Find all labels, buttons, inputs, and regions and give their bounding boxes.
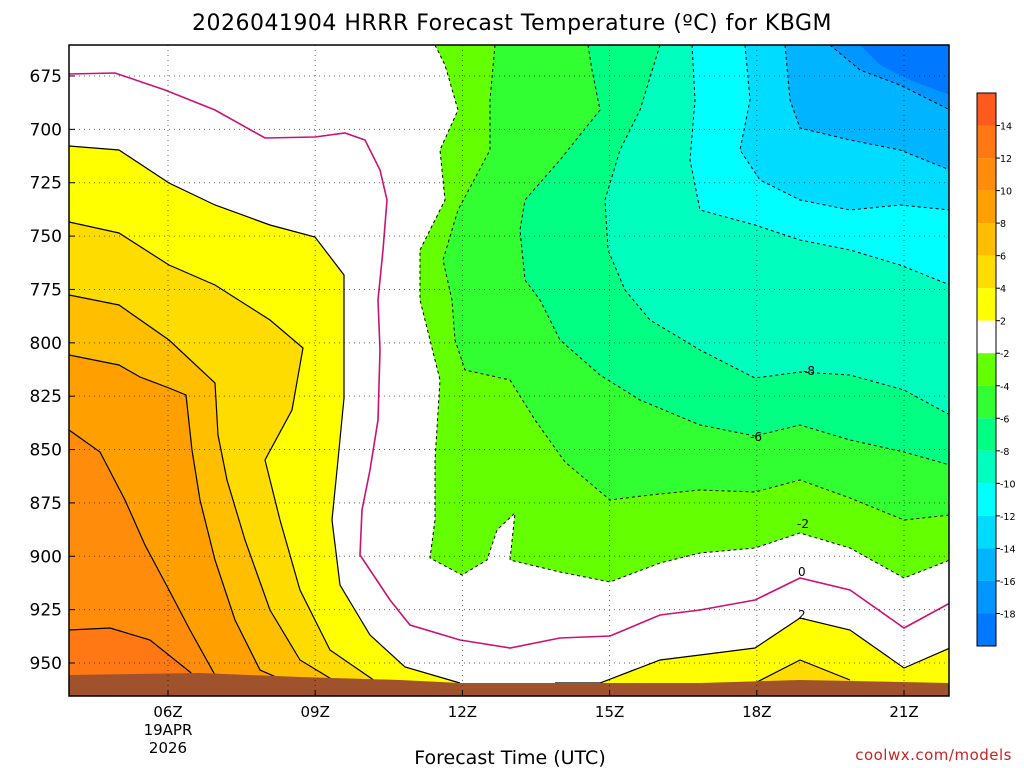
contour-label-neg2: -2 — [797, 517, 809, 531]
y-tick-label: 775 — [30, 280, 62, 300]
colorbar-bin — [977, 190, 996, 224]
colorbar-bin — [977, 613, 996, 646]
colorbar-label: -10 — [1000, 479, 1016, 490]
warm-contours — [69, 145, 949, 684]
colorbar-label: 4 — [1000, 284, 1006, 295]
colorbar-bin — [977, 450, 996, 484]
y-tick-label: 950 — [30, 654, 62, 674]
y-tick-label: 725 — [30, 174, 62, 194]
y-tick-label: 750 — [30, 227, 62, 247]
colorbar-bin — [977, 255, 996, 289]
colorbar-label: -18 — [1000, 609, 1016, 620]
x-tick-label: 21Z — [889, 703, 918, 721]
x-tick-label: 09Z — [301, 703, 330, 721]
colorbar-bin — [977, 353, 996, 386]
cold-band-18 — [860, 45, 949, 95]
colorbar-bin — [977, 483, 996, 516]
colorbar-bin — [977, 158, 996, 191]
warm-band-12 — [69, 628, 200, 683]
colorbar-bin — [977, 385, 996, 419]
colorbar-bin — [977, 320, 996, 354]
y-tick-label: 925 — [30, 601, 62, 621]
warm-band-lower-right — [555, 618, 949, 683]
x-tick-label: 15Z — [595, 703, 624, 721]
colorbar-bin — [977, 515, 996, 549]
y-tick-label: 850 — [30, 441, 62, 461]
colorbar-bin — [977, 418, 996, 451]
contour-label-neg8: -8 — [803, 364, 815, 378]
colorbar-bin — [977, 93, 996, 126]
temperature-field — [69, 45, 949, 696]
chart-title: 2026041904 HRRR Forecast Temperature (ºC… — [192, 11, 832, 36]
colorbar-label: -2 — [1000, 349, 1009, 360]
colorbar-bin — [977, 223, 996, 256]
cold-contours — [419, 45, 949, 583]
x-axis-label: Forecast Time (UTC) — [414, 747, 605, 768]
colorbar-label: -6 — [1000, 414, 1009, 425]
contour-label-2: 2 — [798, 608, 806, 622]
x-date-line-1: 19APR — [144, 721, 193, 739]
colorbar-label: -12 — [1000, 512, 1016, 523]
credit-text: coolwx.com/models — [855, 746, 1012, 764]
colorbar-label: -4 — [1000, 382, 1009, 393]
warm-band-10 — [69, 430, 215, 683]
colorbar-label: -14 — [1000, 544, 1016, 555]
colorbar-label: 12 — [1000, 154, 1012, 165]
contour-label-neg6: -6 — [750, 430, 762, 444]
plot-frame — [68, 44, 950, 697]
x-tick-label: 06Z — [153, 703, 182, 721]
y-tick-label: 700 — [30, 120, 62, 140]
colorbar-bin — [977, 125, 996, 159]
x-date-line-2: 2026 — [149, 739, 187, 757]
x-axis: 06Z 09Z 12Z 15Z 18Z 21Z — [153, 690, 919, 721]
x-tick-label: 12Z — [448, 703, 477, 721]
colorbar-label: 2 — [1000, 317, 1006, 328]
colorbar-label: -16 — [1000, 577, 1016, 588]
y-axis: 675 700 725 750 775 800 825 850 875 900 925 950 — [30, 67, 75, 674]
colorbar-frame — [976, 92, 997, 647]
colorbar-bin — [977, 288, 996, 321]
warm-band-lower-right-4 — [755, 660, 870, 683]
zero-isotherm — [69, 72, 949, 649]
ground-strip — [69, 673, 949, 696]
colorbar-label: 14 — [1000, 122, 1012, 133]
y-tick-label: 900 — [30, 547, 62, 567]
contour-label-0: 0 — [798, 565, 806, 579]
y-tick-label: 825 — [30, 387, 62, 407]
colorbar-label: 10 — [1000, 187, 1012, 198]
colorbar: 14 12 10 8 6 4 2 -2 -4 -6 -8 -10 -12 -14 -16 -18 — [976, 92, 1016, 647]
x-tick-label: 18Z — [742, 703, 771, 721]
colorbar-label: -8 — [1000, 447, 1009, 458]
y-tick-label: 675 — [30, 67, 62, 87]
colorbar-bin — [977, 548, 996, 581]
colorbar-label: 6 — [1000, 252, 1006, 263]
y-tick-label: 875 — [30, 494, 62, 514]
y-tick-label: 800 — [30, 334, 62, 354]
colorbar-bin — [977, 580, 996, 614]
colorbar-label: 8 — [1000, 219, 1006, 230]
grid — [69, 45, 949, 696]
